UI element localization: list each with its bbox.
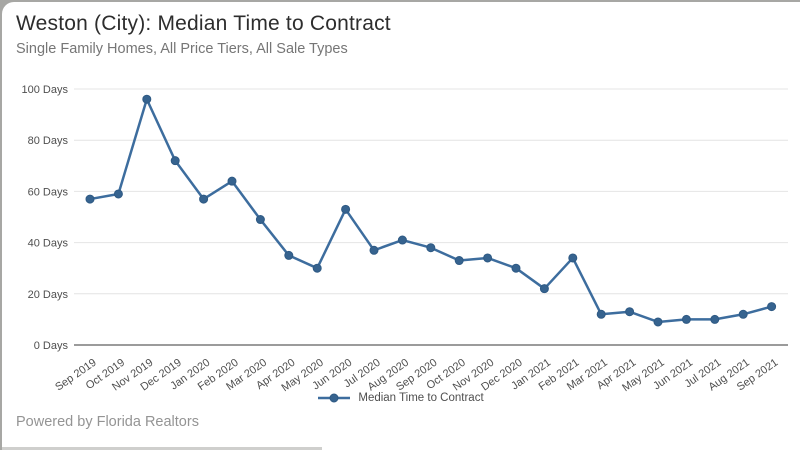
y-axis-tick-label: 60 Days <box>28 186 69 198</box>
data-point-marker[interactable] <box>284 250 294 260</box>
y-axis-tick-label: 40 Days <box>28 238 69 250</box>
y-axis-tick-label: 20 Days <box>28 289 69 301</box>
y-axis-tick-label: 0 Days <box>34 340 69 352</box>
data-point-marker[interactable] <box>653 317 663 327</box>
data-point-marker[interactable] <box>85 194 95 204</box>
data-point-marker[interactable] <box>312 263 322 273</box>
legend-item[interactable]: Median Time to Contract <box>2 392 800 404</box>
data-point-marker[interactable] <box>596 309 606 319</box>
legend-marker-icon <box>318 393 351 403</box>
data-point-marker[interactable] <box>767 302 777 312</box>
data-point-marker[interactable] <box>170 156 180 166</box>
data-point-marker[interactable] <box>483 253 493 263</box>
y-axis-tick-label: 100 Days <box>22 84 69 96</box>
chart-title: Weston (City): Median Time to Contract <box>16 12 391 35</box>
powered-by-text: Powered by Florida Realtors <box>16 414 199 430</box>
data-point-marker[interactable] <box>113 189 123 199</box>
data-point-marker[interactable] <box>199 194 209 204</box>
card-bottom-edge <box>2 447 322 450</box>
line-chart-plot: 0 Days 20 Days 40 Days 60 Days 80 Days 100 Da… <box>22 84 788 392</box>
data-point-marker[interactable] <box>255 215 265 225</box>
data-point-marker[interactable] <box>625 307 635 317</box>
data-point-marker[interactable] <box>454 256 464 266</box>
data-point-marker[interactable] <box>568 253 578 263</box>
data-point-marker[interactable] <box>227 176 237 186</box>
data-point-marker[interactable] <box>681 314 691 324</box>
data-point-marker[interactable] <box>142 94 152 104</box>
chart-subtitle: Single Family Homes, All Price Tiers, Al… <box>16 41 348 57</box>
data-point-marker[interactable] <box>738 309 748 319</box>
data-point-marker[interactable] <box>369 245 379 255</box>
data-point-marker[interactable] <box>539 284 549 294</box>
data-point-marker[interactable] <box>511 263 521 273</box>
y-axis-tick-label: 80 Days <box>28 135 69 147</box>
series-line <box>88 97 773 324</box>
chart-header: Weston (City): Median Time to Contract S… <box>16 10 391 59</box>
data-point-marker[interactable] <box>341 204 351 214</box>
legend-label: Median Time to Contract <box>358 392 484 404</box>
data-point-marker[interactable] <box>710 314 720 324</box>
data-point-marker[interactable] <box>397 235 407 245</box>
data-point-marker[interactable] <box>426 243 436 253</box>
